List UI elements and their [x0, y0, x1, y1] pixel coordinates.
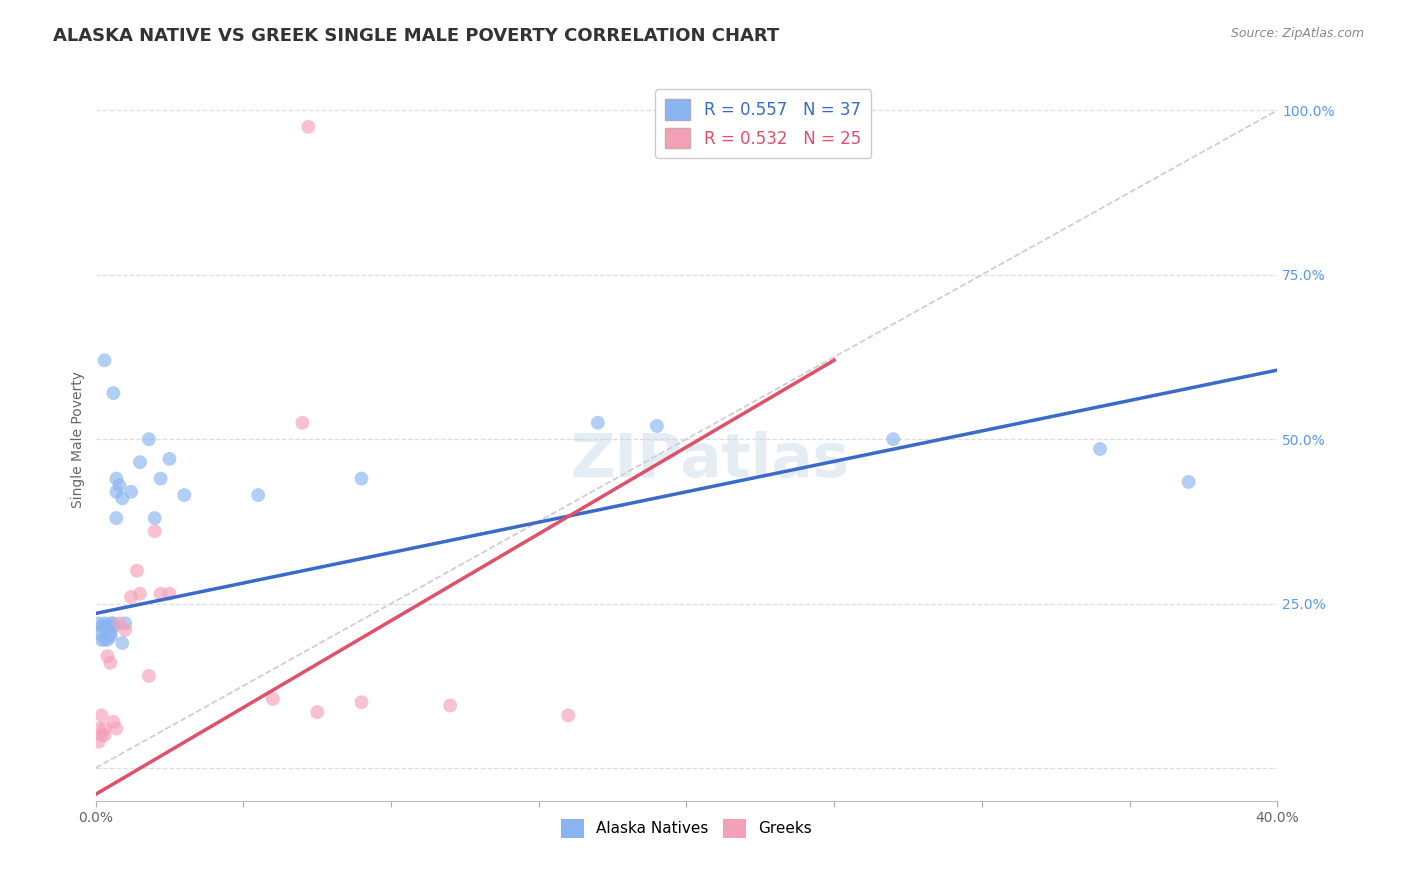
- Point: [108, 478, 131, 492]
- Point: [96, 619, 118, 633]
- Point: [96, 649, 118, 664]
- Point: [103, 616, 125, 631]
- Point: [557, 708, 579, 723]
- Point: [114, 623, 136, 637]
- Point: [93, 616, 115, 631]
- Point: [93, 353, 115, 368]
- Point: [1177, 475, 1199, 489]
- Point: [100, 616, 122, 631]
- Point: [96, 632, 118, 647]
- Point: [87, 722, 110, 736]
- Point: [129, 455, 152, 469]
- Point: [297, 120, 319, 134]
- Point: [143, 511, 166, 525]
- Point: [159, 587, 181, 601]
- Point: [120, 484, 142, 499]
- Point: [129, 587, 152, 601]
- Text: ZIPatlas: ZIPatlas: [571, 432, 849, 491]
- Point: [439, 698, 461, 713]
- Point: [1088, 442, 1111, 456]
- Point: [93, 632, 115, 647]
- Point: [149, 472, 172, 486]
- Y-axis label: Single Male Poverty: Single Male Poverty: [72, 371, 86, 508]
- Point: [247, 488, 270, 502]
- Point: [103, 619, 125, 633]
- Point: [159, 451, 181, 466]
- Point: [90, 708, 112, 723]
- Point: [882, 432, 904, 446]
- Point: [645, 419, 668, 434]
- Point: [262, 692, 284, 706]
- Point: [87, 734, 110, 748]
- Point: [90, 728, 112, 742]
- Point: [307, 705, 329, 719]
- Point: [138, 432, 160, 446]
- Text: Source: ZipAtlas.com: Source: ZipAtlas.com: [1230, 27, 1364, 40]
- Point: [105, 472, 128, 486]
- Point: [105, 484, 128, 499]
- Point: [90, 619, 112, 633]
- Point: [93, 728, 115, 742]
- Point: [350, 472, 373, 486]
- Point: [586, 416, 609, 430]
- Point: [100, 626, 122, 640]
- Point: [350, 695, 373, 709]
- Point: [87, 626, 110, 640]
- Point: [105, 722, 128, 736]
- Point: [111, 491, 134, 506]
- Point: [90, 632, 112, 647]
- Text: ALASKA NATIVE VS GREEK SINGLE MALE POVERTY CORRELATION CHART: ALASKA NATIVE VS GREEK SINGLE MALE POVER…: [53, 27, 780, 45]
- Point: [108, 616, 131, 631]
- Point: [138, 669, 160, 683]
- Point: [93, 619, 115, 633]
- Point: [93, 722, 115, 736]
- Point: [87, 616, 110, 631]
- Point: [111, 636, 134, 650]
- Legend: Alaska Natives, Greeks: Alaska Natives, Greeks: [554, 813, 818, 844]
- Point: [125, 564, 148, 578]
- Point: [120, 590, 142, 604]
- Point: [143, 524, 166, 539]
- Point: [149, 587, 172, 601]
- Point: [114, 616, 136, 631]
- Point: [100, 656, 122, 670]
- Point: [103, 714, 125, 729]
- Point: [100, 630, 122, 644]
- Point: [173, 488, 195, 502]
- Point: [103, 386, 125, 401]
- Point: [105, 511, 128, 525]
- Point: [291, 416, 314, 430]
